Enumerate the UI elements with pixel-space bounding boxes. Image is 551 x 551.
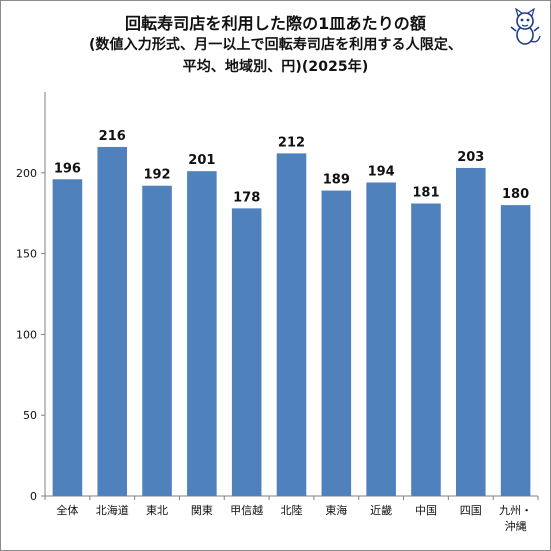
data-label: 181	[412, 186, 439, 201]
bar	[411, 203, 441, 496]
x-tick-label: 東海	[325, 503, 347, 517]
bar	[455, 167, 486, 496]
chart-title-line-3: 平均、地域別、円)(2025年)	[182, 59, 369, 75]
x-tick-label: 北海道	[96, 503, 129, 517]
bar	[321, 190, 352, 497]
chart-title-line-2: (数値入力形式、月一以上で回転寿司店を利用する人限定、	[88, 37, 463, 53]
data-label: 203	[457, 150, 484, 165]
data-label: 216	[99, 129, 126, 144]
bar	[142, 185, 172, 496]
bar	[500, 205, 531, 496]
bar	[276, 153, 307, 496]
x-tick-label: 東北	[146, 504, 168, 517]
x-tick-label: 甲信越	[230, 503, 263, 517]
bar	[366, 182, 396, 496]
x-tick-label: 関東	[191, 504, 213, 517]
x-tick-label: 全体	[56, 503, 78, 517]
data-label: 212	[278, 135, 305, 150]
data-label: 178	[233, 190, 260, 205]
chart-title-line-1: 回転寿司店を利用した際の1皿あたりの額	[124, 14, 427, 33]
bar	[187, 171, 217, 496]
y-tick-label: 0	[30, 490, 37, 503]
data-label: 194	[368, 164, 395, 179]
x-tick-label: 北陸	[281, 504, 303, 517]
data-label: 201	[188, 153, 215, 168]
y-tick-label: 200	[16, 167, 37, 180]
data-label: 196	[54, 161, 81, 176]
bar	[231, 208, 262, 497]
y-tick-label: 150	[16, 248, 37, 261]
data-label: 189	[323, 173, 350, 188]
bar	[52, 179, 83, 496]
x-tick-label: 九州・	[499, 504, 532, 517]
data-label: 192	[143, 168, 170, 183]
x-tick-label: 沖縄	[505, 519, 527, 533]
bar	[97, 146, 128, 496]
plot-area: 0 50 100 150 200 196 全体 216 北海道 192 東北 201 関東 178 甲信越 2…	[16, 92, 539, 533]
x-tick-label: 四国	[460, 504, 482, 517]
x-tick-label: 近畿	[370, 503, 392, 517]
y-tick-label: 50	[23, 409, 37, 422]
y-tick-label: 100	[16, 328, 37, 341]
x-tick-label: 中国	[415, 504, 437, 517]
cat-mascot-icon	[510, 8, 541, 45]
data-label: 180	[502, 187, 529, 202]
